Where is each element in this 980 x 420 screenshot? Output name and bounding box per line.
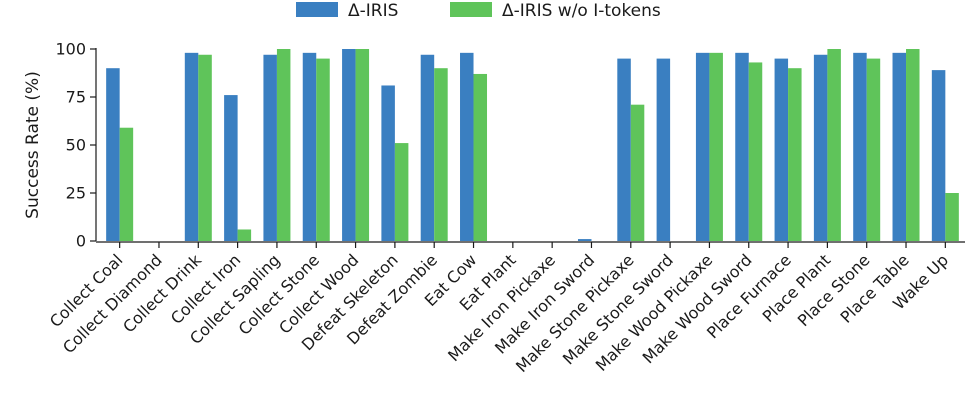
bar-collect-coal-series-2 bbox=[119, 127, 134, 241]
bar-make-wood-pickaxe-series-1 bbox=[695, 52, 710, 242]
y-axis: 0 25 50 75 100 bbox=[55, 40, 97, 251]
bar-wake-up-series-1 bbox=[931, 70, 946, 242]
bar-collect-drink-series-2 bbox=[198, 54, 212, 242]
bar-collect-coal-series-1 bbox=[106, 68, 120, 241]
bar-make-wood-pickaxe-series-2 bbox=[709, 52, 723, 242]
bar-place-furnace-series-2 bbox=[788, 68, 802, 241]
bar-defeat-skeleton-series-1 bbox=[381, 85, 395, 241]
bar-place-plant-series-1 bbox=[813, 54, 828, 242]
bar-collect-wood-series-2 bbox=[355, 49, 370, 241]
legend-swatch-series-1 bbox=[296, 2, 338, 17]
bar-collect-sapling-series-1 bbox=[263, 54, 277, 242]
bar-collect-stone-series-2 bbox=[316, 58, 330, 241]
bar-collect-stone-series-1 bbox=[302, 52, 317, 242]
y-axis-label: Success Rate (%) bbox=[23, 71, 43, 219]
bar-make-wood-sword-series-1 bbox=[735, 52, 749, 242]
bar-place-table-series-1 bbox=[892, 52, 907, 242]
y-tick-label: 25 bbox=[66, 184, 86, 203]
bar-place-stone-series-1 bbox=[853, 52, 867, 242]
plot-area bbox=[106, 49, 959, 242]
bar-collect-iron-series-2 bbox=[237, 229, 252, 241]
bar-make-iron-sword-series-1 bbox=[577, 239, 592, 241]
legend: Δ-IRIS Δ-IRIS w/o I-tokens bbox=[296, 1, 661, 21]
bar-wake-up-series-2 bbox=[945, 193, 959, 241]
bar-defeat-zombie-series-2 bbox=[434, 68, 448, 241]
bar-place-table-series-2 bbox=[906, 49, 920, 241]
bar-make-stone-pickaxe-series-1 bbox=[617, 58, 631, 241]
bar-collect-sapling-series-2 bbox=[276, 49, 291, 241]
bar-make-stone-pickaxe-series-2 bbox=[630, 104, 645, 242]
bar-make-wood-sword-series-2 bbox=[748, 62, 763, 241]
bar-eat-cow-series-2 bbox=[473, 73, 488, 242]
bar-collect-iron-series-1 bbox=[224, 95, 238, 241]
bar-defeat-zombie-series-1 bbox=[420, 54, 435, 242]
bar-place-furnace-series-1 bbox=[774, 58, 789, 241]
legend-label-series-1: Δ-IRIS bbox=[348, 1, 398, 21]
bar-place-plant-series-2 bbox=[827, 49, 841, 241]
y-tick-label: 100 bbox=[55, 40, 86, 59]
y-tick-label: 50 bbox=[66, 136, 86, 155]
legend-label-series-2: Δ-IRIS w/o I-tokens bbox=[502, 1, 661, 21]
bar-make-stone-sword-series-1 bbox=[656, 58, 671, 241]
bar-place-stone-series-2 bbox=[866, 58, 881, 241]
bar-defeat-skeleton-series-2 bbox=[394, 143, 409, 241]
bar-collect-wood-series-1 bbox=[342, 49, 356, 241]
y-tick-label: 75 bbox=[66, 88, 86, 107]
bar-collect-drink-series-1 bbox=[184, 52, 199, 242]
y-tick-label: 0 bbox=[76, 232, 86, 251]
legend-swatch-series-2 bbox=[450, 2, 492, 17]
bar-eat-cow-series-1 bbox=[460, 52, 474, 242]
